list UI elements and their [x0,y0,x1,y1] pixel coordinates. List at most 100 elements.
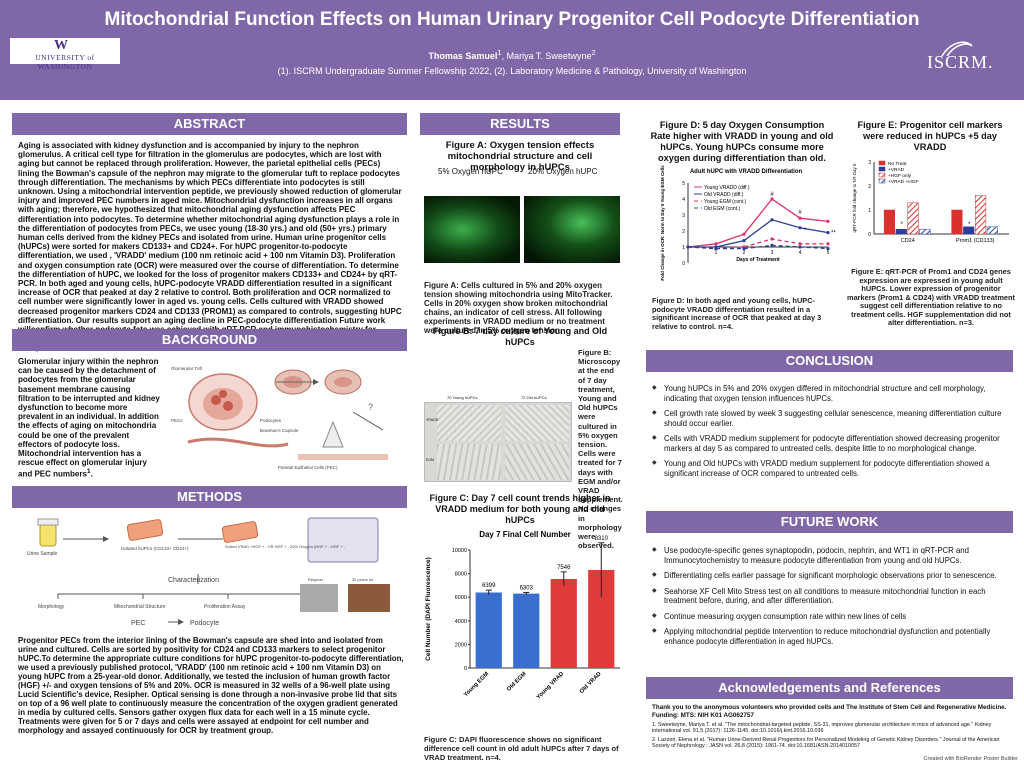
chart-c-bar [513,593,540,668]
chart-d-point [742,232,746,236]
poster-header [0,0,1024,100]
fig-b-title: Figure B: 7 day culture of Young and Old… [432,326,608,347]
chart-d-xlabel: Days of Treatment [736,257,780,263]
ack-heading: Acknowledgements and References [646,677,1013,699]
methods-flow-svg: Urine Sample Isolated hUPCs (CD133+ CD24… [27,517,390,627]
chart-e-legend-label: +VRAD [888,167,905,173]
iscrm-swirl-icon [941,41,973,57]
background-text-body: Glomerular injury within the nephron can… [18,357,160,480]
fig-a-label-5: 5% Oxygen hUPC [438,167,503,176]
chart-d-xtick: 1 [715,250,718,256]
abstract-heading: ABSTRACT [12,113,407,135]
chart-d-point [714,242,718,246]
chart-d-xtick: 3 [771,250,774,256]
fig-a-image-20 [524,196,620,263]
flow-isolated: Isolated hUPCs (CD133+ CD24+) [121,546,189,551]
chart-c-bar [475,592,502,668]
chart-d-point [770,218,774,222]
chart-d-point [826,219,830,223]
fig-d-chart-svg: Adult hUPC with VRADD Differentiation Fol… [660,165,836,281]
future-work-heading: FUTURE WORK [646,511,1013,533]
builder-credit: Created with BioRender Poster Builder [923,756,1018,762]
ack-funding: Funding: MTS: NIH K01 AG062757 [652,711,754,719]
chart-c-ytick: 2000 [455,642,467,648]
chart-c-value-label: 8310 [595,536,609,542]
chart-e-annotation: * [968,222,971,228]
chart-c-category: Old VRAD [579,671,603,695]
flow-prolif: Proliferation Assay [204,604,246,610]
chart-c-ylabel: Cell Number (DAPI Fluorescence) [425,557,432,661]
chart-c-ytick: 8000 [455,572,467,578]
chart-d-point [686,245,690,249]
chart-c-title: Day 7 Final Cell Number [479,530,571,539]
diagram-label-pec-full: Parietal Epithelial Cells (PEC) [278,465,338,470]
fig-b-row2: EGM [426,458,434,462]
chart-c-value-label: 6303 [520,585,534,591]
chart-c-bar [550,578,577,668]
chart-d-annotation: # [798,210,802,216]
chart-c-value-label: 7546 [557,565,571,571]
chart-c-category: Young VRAD [536,671,565,700]
chart-d-ylabel: Fold Change in OCR: Norm to Day 0 Young … [660,165,665,281]
chart-d-point [798,216,802,220]
chart-d-annotation: * [804,228,807,234]
chart-e-category: Prom1 (CD133) [956,238,995,244]
future-item: Use podocyte-specific genes synaptopodin… [652,546,1007,565]
fig-b-row1: VRADD [426,418,439,422]
conclusion-item: Young hUPCs in 5% and 20% oxygen differe… [652,384,1007,403]
uw-logo: W UNIVERSITY of WASHINGTON [10,38,120,71]
flow-pec: PEC [131,620,145,627]
chart-d-legend-label: Young VRADD (diff.) [704,185,750,191]
fig-b-side-caption: Figure B: Microscopy at the end of 7 day… [578,348,623,551]
conclusion-item: Cells with VRADD medium supplement for p… [652,434,1007,453]
fig-d-title: Figure D: 5 day Oxygen Consumption Rate … [650,120,834,163]
chart-c-category: Young EGM [463,671,490,698]
fig-a-image-5 [424,196,520,263]
future-item: Continue measuring oxygen consumption ra… [652,612,1007,622]
chart-d-xtick: 2 [743,250,746,256]
chart-e-ytick: 0 [868,232,871,238]
fig-a-caption: Figure A: Cells cultured in 5% and 20% o… [424,281,613,335]
chart-e-legend-label: No Treat [888,161,907,167]
chart-d-point [798,242,802,246]
chart-d-title: Adult hUPC with VRADD Differentiation [690,169,803,175]
author-secondary-sup: 2 [591,48,596,57]
chart-e-legend-swatch [878,160,886,166]
chart-e-bar [986,226,998,235]
svg-text:?: ? [368,402,373,412]
ack-thanks: Thank you to the anonymous volunteers wh… [652,704,1007,711]
fig-b-cell-1 [437,405,501,441]
chart-e-ylabel: qRT-PCR fold change to NT-Day 5 [852,163,857,232]
chart-e-bar [883,209,896,235]
chart-d-point [742,247,746,251]
chart-d-point [798,245,802,249]
fig-c-caption: Figure C: DAPI fluorescence shows no sig… [424,735,619,762]
chart-d-point [714,247,718,251]
chart-e-category: CD24 [901,238,915,244]
chart-e-legend-swatch [878,172,886,178]
iscrm-logo-text: ISCRM. [927,52,994,72]
chart-e-ytick: 1 [868,208,871,214]
chart-e-legend-label: +VRAD +HGF [888,179,918,185]
chart-c-ytick: 6000 [455,595,467,601]
chart-e-bar [963,226,975,235]
background-text: Glomerular injury within the nephron can… [18,357,160,479]
fig-a-label-20: 20% Oxygen hUPC [528,167,598,176]
author-primary: Thomas Samuel [428,51,498,61]
diagram-label-tuft: Glomerular Tuft [171,366,203,371]
methods-text: Progenitor PECs from the interior lining… [18,636,404,735]
chart-d-legend-label: Old VRADD (diff.) [704,192,744,198]
chart-e-bar [975,195,987,235]
chart-e-legend-swatch [878,178,886,184]
fig-c-chart-svg: Day 7 Final Cell Number Cell Number (DAPI… [425,530,620,701]
chart-d-xtick: 5 [827,250,830,256]
future-work-list: Use podocyte-specific genes synaptopodin… [652,546,1007,652]
fig-b-col2: 72 Old hUPCs [521,395,547,400]
methods-flow-diagram: Urine Sample Isolated hUPCs (CD133+ CD24… [18,514,404,629]
methods-heading: METHODS [12,486,407,508]
results-heading: RESULTS [420,113,620,135]
background-text-sup: 1 [86,468,91,476]
fig-e-title: Figure E: Progenitor cell markers were r… [857,120,1003,152]
author-secondary: Mariya T. Sweetwyne [506,51,592,61]
author-primary-sup: 1 [497,48,502,57]
